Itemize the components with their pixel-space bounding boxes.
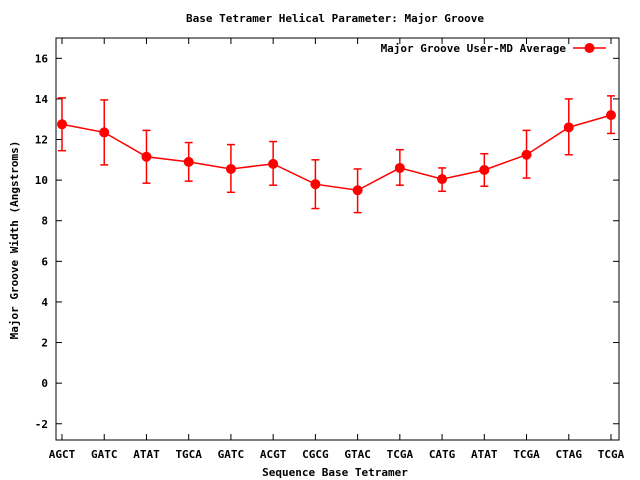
y-tick-label: 0 (41, 377, 48, 390)
data-point (352, 185, 363, 196)
data-point (437, 174, 448, 185)
legend-marker (584, 43, 595, 53)
x-tick-label: ATAT (471, 448, 498, 461)
y-axis-label: Major Groove Width (Angstroms) (8, 141, 21, 340)
y-tick-label: 10 (35, 174, 48, 187)
data-point (225, 163, 236, 174)
x-tick-label: ACGT (260, 448, 287, 461)
y-tick-label: 2 (41, 337, 48, 350)
x-tick-label: CGCG (302, 448, 329, 461)
x-tick-label: CTAG (556, 448, 583, 461)
y-tick-label: 8 (41, 215, 48, 228)
x-tick-label: TCGA (598, 448, 625, 461)
y-tick-label: 16 (35, 52, 49, 65)
x-tick-label: TCGA (513, 448, 540, 461)
y-tick-label: 14 (35, 93, 49, 106)
x-tick-label: AGCT (49, 448, 76, 461)
plot-frame (55, 37, 620, 441)
x-tick-label: GATC (218, 448, 245, 461)
x-tick-label: GTAC (344, 448, 371, 461)
y-tick-label: -2 (35, 418, 48, 431)
x-tick-label: TGCA (175, 448, 202, 461)
data-point (310, 179, 321, 190)
data-point (141, 151, 152, 162)
data-point (394, 162, 405, 173)
data-point (99, 127, 110, 138)
data-point (479, 164, 490, 175)
x-tick-label: TCGA (387, 448, 414, 461)
data-point (521, 149, 532, 160)
data-points (57, 110, 616, 196)
x-tick-label: GATC (91, 448, 118, 461)
chart-title: Base Tetramer Helical Parameter: Major G… (186, 12, 484, 25)
y-axis: -2 0 2 4 6 8 10 12 14 16 (35, 52, 619, 431)
x-tick-label: CATG (429, 448, 456, 461)
legend-label: Major Groove User-MD Average (381, 42, 567, 55)
x-tick-label: ATAT (133, 448, 160, 461)
data-point (606, 110, 616, 121)
x-axis: AGCT GATC ATAT TGCA GATC ACGT CGCG GTAC TCGA CATG… (49, 38, 625, 461)
data-point (57, 119, 67, 130)
series-line (61, 114, 612, 192)
data-point (183, 156, 194, 167)
y-tick-label: 4 (41, 296, 48, 309)
data-point (563, 122, 574, 133)
legend: Major Groove User-MD Average (381, 42, 606, 55)
x-axis-label: Sequence Base Tetramer (262, 466, 408, 479)
data-point (268, 158, 279, 169)
y-tick-label: 12 (35, 134, 48, 147)
y-tick-label: 6 (41, 255, 48, 268)
